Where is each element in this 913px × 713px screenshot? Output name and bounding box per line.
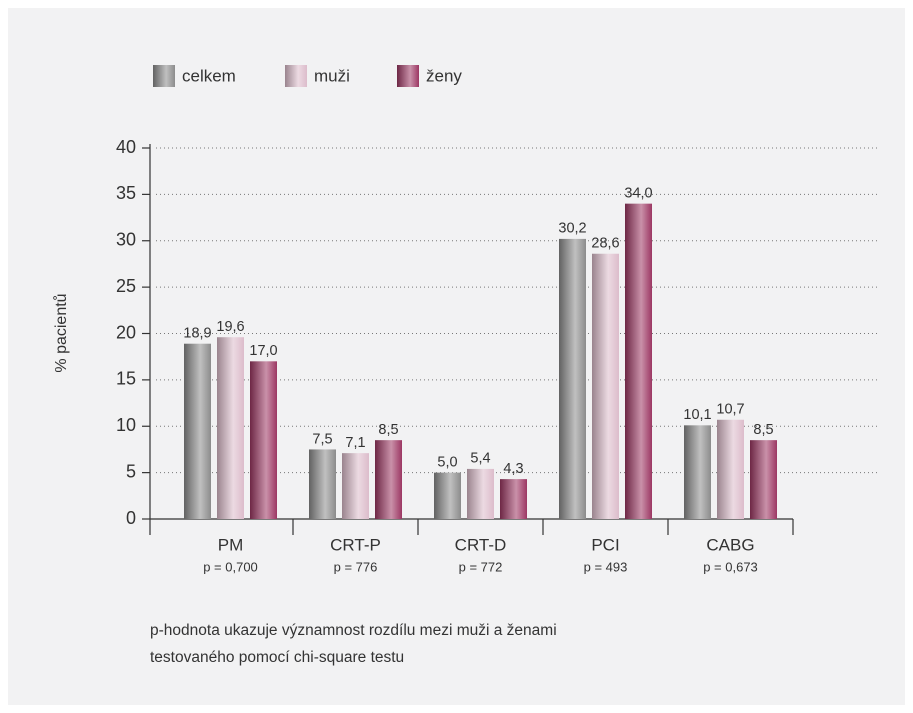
- footnote: p-hodnota ukazuje významnost rozdílu mez…: [150, 622, 557, 639]
- bar: [434, 472, 461, 519]
- x-tick-label: CRT-D: [455, 535, 507, 554]
- y-tick-label: 10: [116, 415, 136, 435]
- bar: [250, 361, 277, 519]
- bar: [717, 419, 744, 519]
- bar: [375, 440, 402, 519]
- bar: [592, 253, 619, 520]
- legend-swatch: [397, 65, 419, 87]
- value-label: 19,6: [216, 319, 244, 335]
- y-tick-label: 40: [116, 137, 136, 157]
- value-label: 8,5: [753, 422, 773, 438]
- y-tick-label: 25: [116, 276, 136, 296]
- x-tick-label: PCI: [591, 535, 619, 554]
- y-tick-label: 0: [126, 508, 136, 528]
- bar: [467, 468, 494, 519]
- y-tick-label: 15: [116, 369, 136, 389]
- value-label: 7,5: [312, 431, 332, 447]
- y-tick-label: 35: [116, 183, 136, 203]
- y-tick-label: 20: [116, 322, 136, 342]
- legend-label: celkem: [182, 66, 236, 85]
- y-tick-label: 30: [116, 230, 136, 250]
- value-label: 10,1: [683, 407, 711, 423]
- y-axis-label: % pacientů: [52, 293, 70, 372]
- category-note: p = 493: [584, 559, 628, 574]
- legend-swatch: [153, 65, 175, 87]
- legend-label: ženy: [426, 66, 462, 85]
- background: [8, 8, 905, 705]
- bar: [184, 343, 211, 519]
- value-label: 5,0: [437, 454, 457, 470]
- value-label: 10,7: [716, 402, 744, 418]
- value-label: 30,2: [558, 221, 586, 237]
- value-label: 4,3: [503, 461, 523, 477]
- y-tick-label: 5: [126, 461, 136, 481]
- category-note: p = 776: [334, 559, 378, 574]
- legend-label: muži: [314, 66, 350, 85]
- value-label: 28,6: [591, 236, 619, 252]
- value-label: 34,0: [624, 185, 652, 201]
- bar: [342, 453, 369, 519]
- category-note: p = 0,700: [203, 559, 258, 574]
- x-tick-label: CRT-P: [330, 535, 381, 554]
- value-label: 18,9: [183, 326, 211, 342]
- bar: [500, 479, 527, 519]
- value-label: 17,0: [249, 343, 277, 359]
- value-label: 5,4: [470, 451, 490, 467]
- category-note: p = 0,673: [703, 559, 758, 574]
- bar: [625, 203, 652, 519]
- legend-swatch: [285, 65, 307, 87]
- x-tick-label: CABG: [706, 535, 754, 554]
- bar: [559, 238, 586, 519]
- value-label: 8,5: [378, 422, 398, 438]
- x-tick-label: PM: [218, 535, 244, 554]
- bar: [309, 449, 336, 519]
- footnote: testovaného pomocí chi-square testu: [150, 649, 404, 666]
- category-note: p = 772: [459, 559, 503, 574]
- bar: [750, 440, 777, 519]
- value-label: 7,1: [345, 435, 365, 451]
- bar: [217, 337, 244, 519]
- bar: [684, 425, 711, 519]
